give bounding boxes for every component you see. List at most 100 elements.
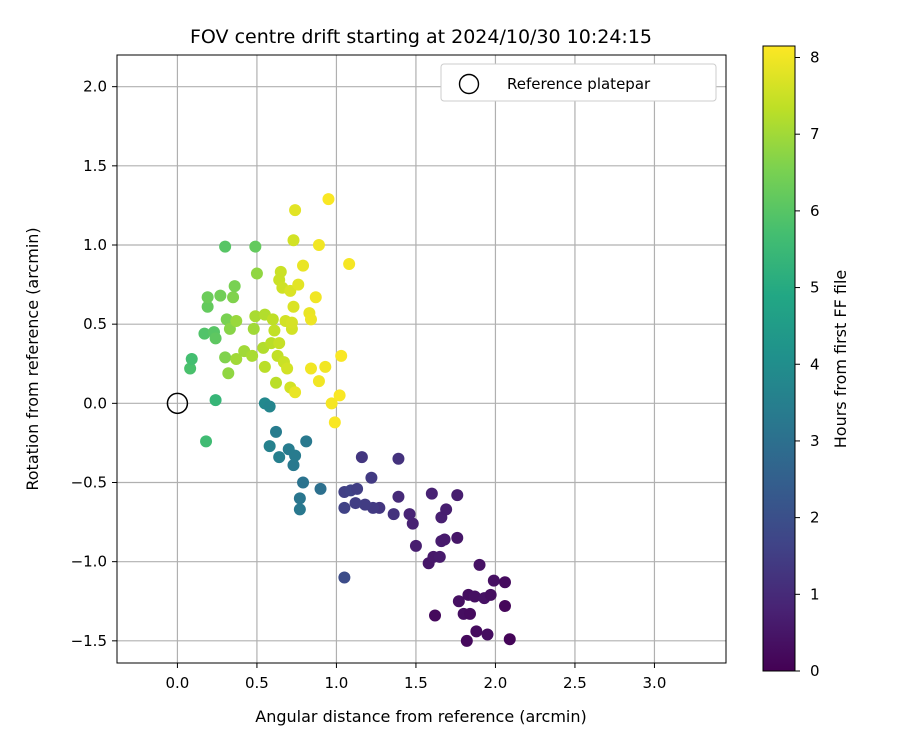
scatter-point [297, 259, 310, 272]
scatter-point [451, 531, 464, 544]
scatter-point [274, 265, 287, 278]
x-axis-ticks: 0.0 0.5 1.0 1.5 2.0 2.5 3.0 [165, 663, 666, 692]
x-tick-label: 1.5 [404, 674, 428, 692]
scatter-point [281, 362, 294, 375]
scatter-point [285, 316, 298, 329]
scatter-point [246, 349, 259, 362]
scatter-point [429, 609, 442, 622]
y-tick-label: −1.0 [71, 553, 107, 571]
x-tick-label: 3.0 [643, 674, 667, 692]
legend: Reference platepar [440, 63, 717, 102]
scatter-point [452, 595, 465, 608]
scatter-point [312, 375, 325, 388]
scatter-point [304, 362, 317, 375]
scatter-point [304, 313, 317, 326]
scatter-point [287, 234, 300, 247]
scatter-point [392, 452, 405, 465]
scatter-point [258, 360, 271, 373]
y-tick-label: 1.0 [83, 236, 107, 254]
colorbar-tick-label: 1 [810, 585, 820, 603]
scatter-point [365, 471, 378, 484]
x-tick-label: 0.5 [245, 674, 269, 692]
y-tick-label: −1.5 [71, 632, 107, 650]
scatter-point [468, 590, 481, 603]
scatter-point [230, 353, 243, 365]
scatter-point [460, 634, 473, 647]
colorbar-tick-label: 3 [810, 432, 820, 450]
scatter-point [498, 576, 511, 589]
colorbar-tick-label: 2 [810, 509, 820, 527]
colorbar-tick-label: 5 [810, 279, 820, 297]
reference-marker [166, 392, 189, 415]
scatter-point [312, 239, 325, 251]
scatter-point [425, 487, 438, 500]
x-tick-label: 1.0 [325, 674, 349, 692]
scatter-point [220, 313, 233, 326]
y-tick-label: −0.5 [71, 474, 107, 492]
scatter-point [227, 291, 240, 304]
colorbar-tick-label: 6 [810, 202, 820, 220]
scatter-point [266, 313, 279, 326]
scatter-point [219, 351, 232, 364]
scatter-point [484, 588, 497, 601]
scatter-point [319, 360, 332, 373]
scatter-point [387, 508, 400, 521]
colorbar-tick-label: 0 [810, 662, 820, 680]
scatter-point [209, 332, 222, 345]
scatter-point [333, 389, 346, 402]
scatter-point [351, 482, 364, 495]
y-tick-label: 0.0 [83, 394, 107, 412]
scatter-point [309, 291, 322, 304]
y-tick-label: 2.0 [83, 78, 107, 96]
scatter-point [214, 289, 227, 302]
scatter-point [481, 628, 494, 641]
scatter-point [230, 315, 243, 327]
scatter-point [209, 394, 222, 407]
scatter-point [433, 550, 446, 563]
scatter-point [222, 367, 235, 380]
scatter-point [335, 349, 348, 362]
scatter-point [289, 386, 302, 399]
scatter-point [300, 435, 313, 448]
x-tick-label: 2.0 [484, 674, 508, 692]
scatter-point [355, 451, 368, 464]
scatter-point [249, 310, 262, 323]
scatter-point [322, 193, 335, 206]
scatter-point [338, 501, 351, 514]
colorbar [762, 45, 796, 672]
scatter-point [392, 490, 405, 503]
legend-box [440, 63, 717, 102]
scatter-point [198, 327, 211, 340]
scatter-point [359, 498, 372, 511]
colorbar-tick-label: 4 [810, 355, 820, 373]
scatter-point [228, 280, 241, 293]
scatter-point [440, 503, 453, 516]
scatter-point [297, 476, 310, 489]
scatter-point [406, 517, 419, 530]
scatter-point [287, 459, 300, 472]
grid-lines [117, 55, 726, 663]
scatter-point [470, 625, 483, 638]
x-tick-label: 2.5 [563, 674, 587, 692]
scatter-point [287, 300, 300, 313]
legend-marker [458, 73, 480, 95]
scatter-point [282, 443, 295, 456]
legend-label: Reference platepar [507, 75, 651, 93]
colorbar-ticks: 0 1 2 3 4 5 6 7 8 [795, 49, 820, 680]
y-axis-label: Rotation from reference (arcmin) [23, 227, 42, 490]
plot-area-frame [116, 54, 727, 664]
scatter-point [270, 376, 283, 389]
scatter-point [185, 353, 198, 365]
scatter-point [201, 291, 214, 304]
scatter-point [201, 300, 214, 313]
scatter-point [403, 508, 416, 521]
scatter-point [293, 503, 306, 516]
scatter-point [268, 324, 281, 337]
y-axis-ticks: −1.5 −1.0 −0.5 0.0 0.5 1.0 1.5 2.0 [71, 78, 117, 650]
scatter-point [263, 400, 276, 413]
scatter-point [325, 397, 338, 410]
scatter-point [219, 240, 232, 253]
scatter-point [247, 322, 260, 335]
scatter-point [328, 416, 341, 429]
